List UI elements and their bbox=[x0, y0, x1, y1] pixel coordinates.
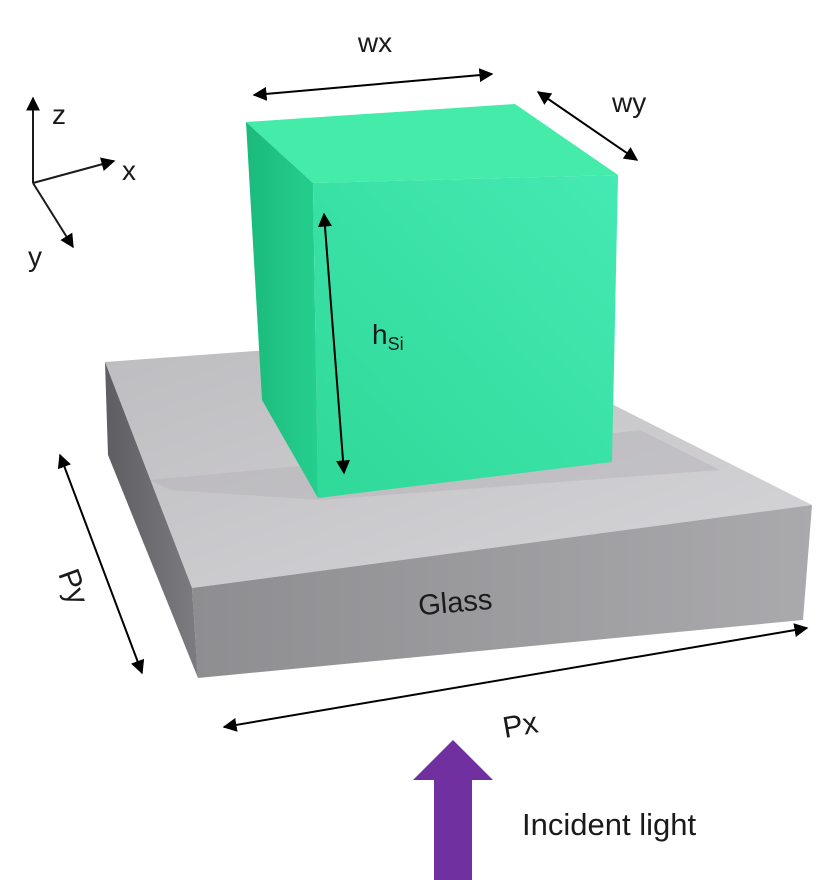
pillar-top-face bbox=[246, 104, 618, 183]
up-arrow-icon bbox=[413, 740, 493, 880]
h-si-subscript: Si bbox=[388, 334, 404, 354]
h-si-dimension-arrow bbox=[317, 212, 351, 475]
wy-label: wy bbox=[611, 87, 646, 118]
pillar-left-face bbox=[246, 122, 318, 498]
wx-label: wx bbox=[357, 27, 392, 58]
silicon-pillar bbox=[246, 104, 618, 498]
glass-label: Glass bbox=[417, 584, 494, 622]
y-axis-arrow bbox=[32, 182, 74, 249]
axis-label-x: x bbox=[122, 155, 136, 186]
wx-dimension-arrow bbox=[252, 68, 494, 101]
h-si-label: hSi bbox=[372, 319, 404, 354]
incident-light-label: Incident light bbox=[522, 807, 696, 842]
px-label: Px bbox=[500, 706, 540, 745]
wy-dimension-arrow bbox=[536, 91, 639, 161]
py-label: Py bbox=[51, 565, 94, 609]
py-dimension-arrow bbox=[57, 453, 145, 675]
px-dimension-arrow bbox=[222, 623, 809, 732]
glass-side-face bbox=[105, 362, 198, 678]
pillar-front-face bbox=[313, 175, 618, 498]
h-si-main-text: h bbox=[372, 319, 388, 350]
axis-label-y: y bbox=[28, 241, 42, 272]
xyz-axes-icon: z x y bbox=[26, 96, 136, 272]
axis-label-z: z bbox=[52, 99, 66, 130]
x-axis-arrow bbox=[32, 157, 116, 184]
